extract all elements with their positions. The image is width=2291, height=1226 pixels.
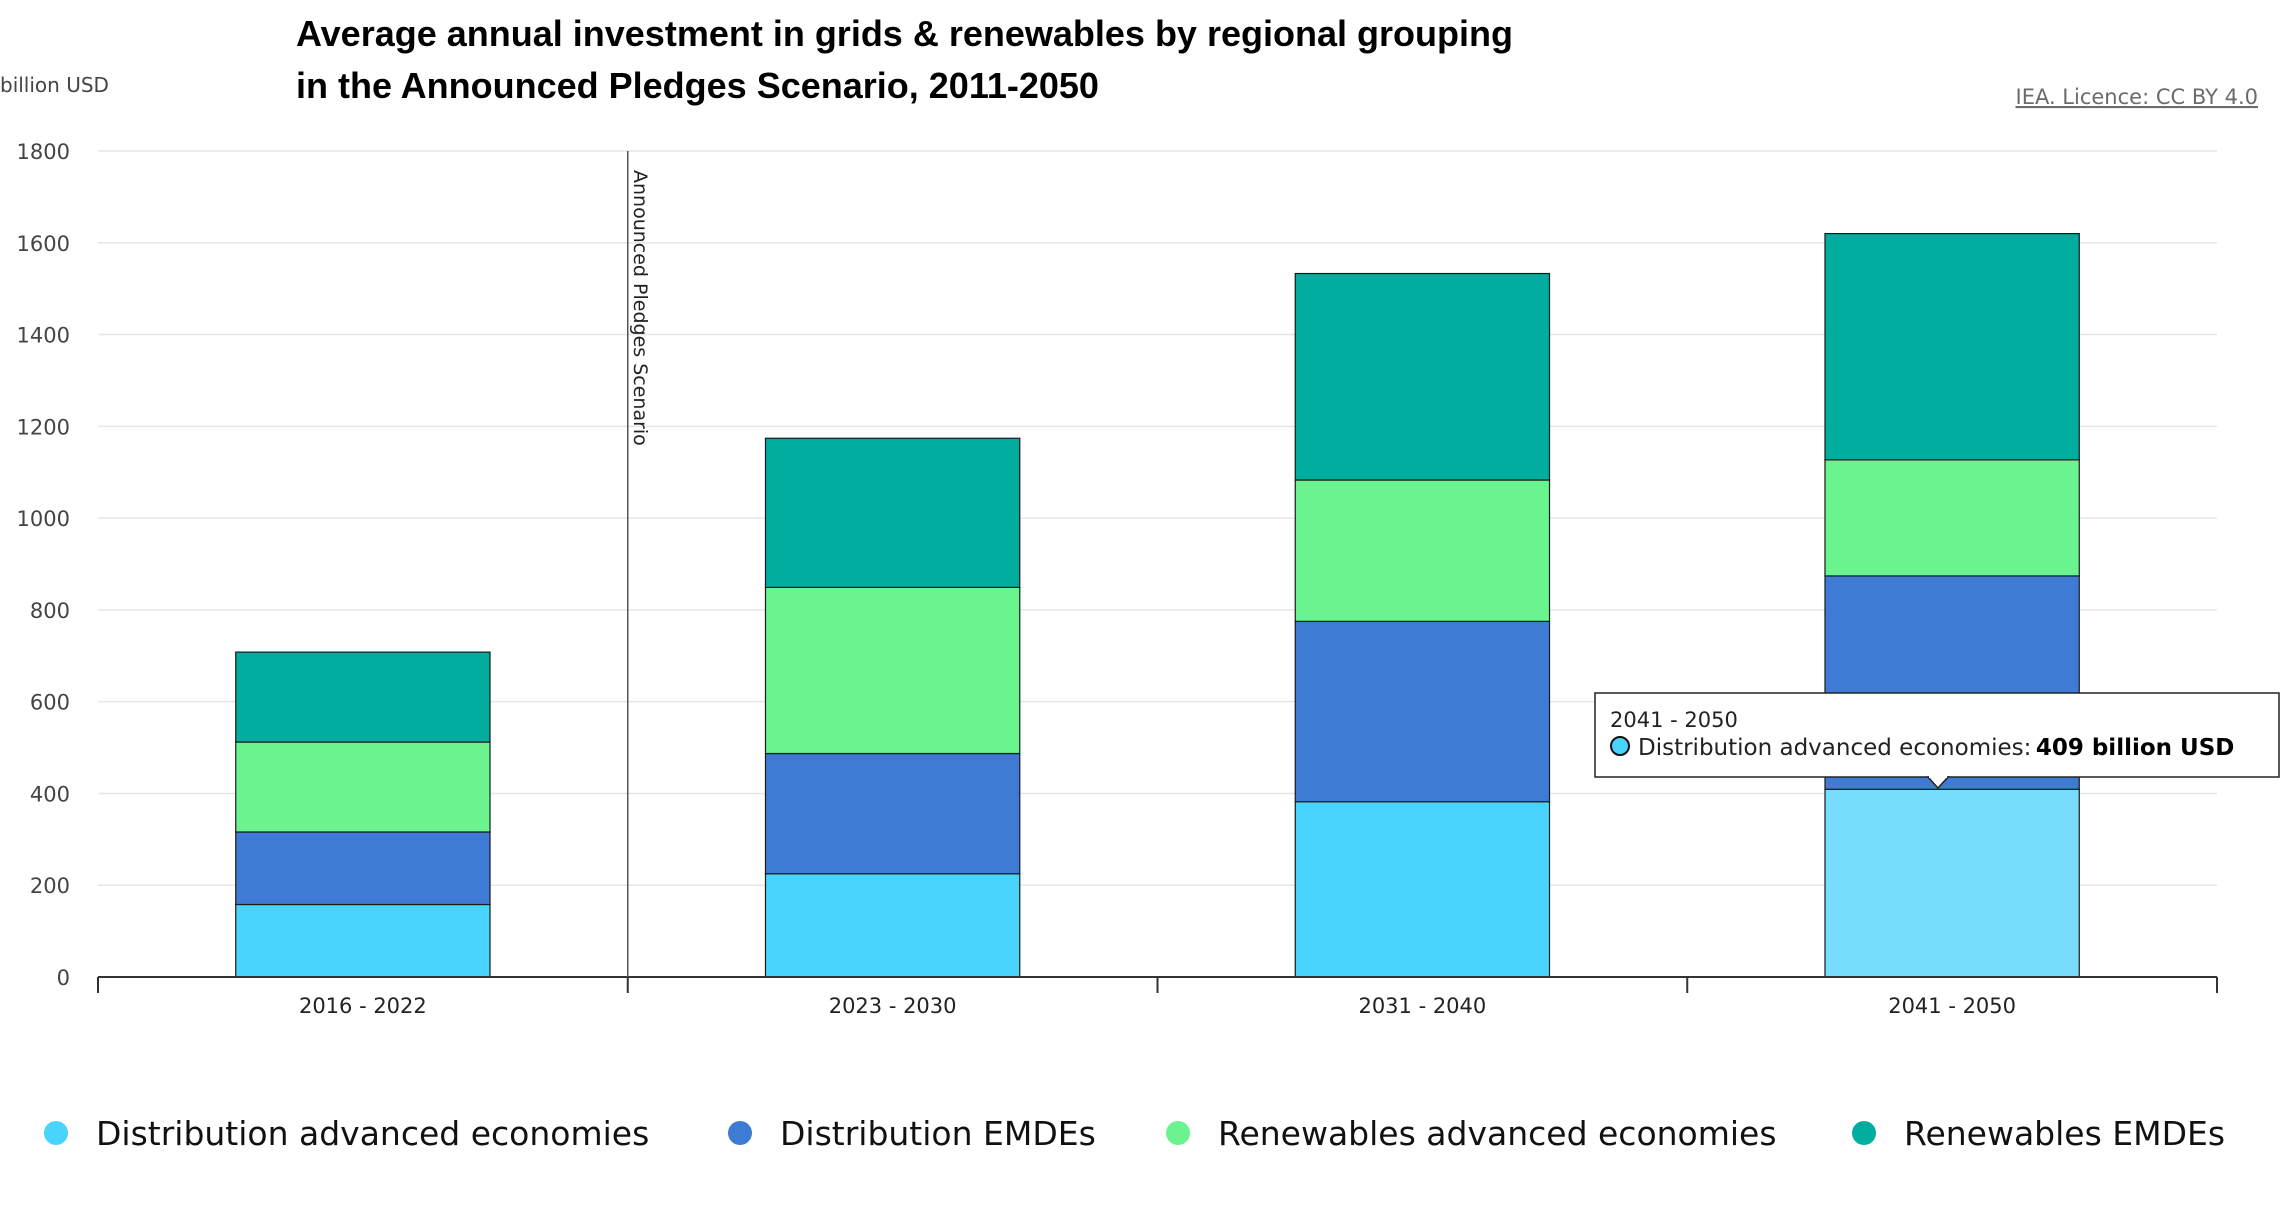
legend-marker — [728, 1121, 752, 1145]
legend: Distribution advanced economies Distribut… — [44, 1114, 2225, 1153]
chart-title-line1: Average annual investment in grids & ren… — [296, 13, 1513, 54]
chart-title-line2: in the Announced Pledges Scenario, 2011-… — [296, 65, 1099, 106]
x-tick-label: 2023 - 2030 — [829, 994, 957, 1018]
tooltip-value: 409 billion USD — [2036, 735, 2235, 761]
bar-segment[interactable] — [1294, 272, 1551, 481]
bars — [235, 233, 2080, 978]
bar-segment[interactable] — [1824, 788, 2080, 978]
x-tick-label: 2031 - 2040 — [1358, 994, 1486, 1018]
y-tick-label: 400 — [30, 782, 70, 806]
y-tick-label: 1000 — [17, 507, 70, 531]
bar-segment[interactable] — [235, 831, 491, 906]
y-axis-unit: billion USD — [0, 73, 109, 97]
bar-segment[interactable] — [764, 586, 1021, 755]
tooltip-separator: : — [2024, 735, 2032, 761]
tooltip: 2041 - 2050 Distribution advanced econom… — [1594, 692, 2280, 790]
legend-label[interactable]: Distribution advanced economies — [96, 1114, 649, 1153]
scenario-annotation-label: Announced Pledges Scenario — [629, 170, 651, 446]
legend-marker — [44, 1121, 68, 1145]
bar-segment[interactable] — [764, 752, 1021, 875]
tooltip-series-name: Distribution advanced economies — [1638, 735, 2024, 761]
y-tick-label: 600 — [30, 691, 70, 715]
legend-marker — [1852, 1121, 1876, 1145]
legend-label[interactable]: Renewables EMDEs — [1904, 1114, 2225, 1153]
y-axis-ticks: 0 200 400 600 800 1000 1200 1400 1600 1800 — [17, 140, 70, 990]
bar-segment[interactable] — [1824, 459, 2080, 577]
x-axis — [97, 976, 2218, 993]
bar-segment[interactable] — [1824, 233, 2080, 461]
tooltip-pointer-mask — [1929, 774, 1947, 778]
bar-segment[interactable] — [1294, 479, 1551, 622]
bar-segment[interactable] — [235, 903, 491, 978]
y-tick-label: 1200 — [17, 415, 70, 439]
y-tick-label: 1800 — [17, 140, 70, 164]
y-tick-label: 200 — [30, 874, 70, 898]
tooltip-series-marker — [1610, 736, 1630, 756]
bar-segment[interactable] — [764, 873, 1021, 978]
bar-segment[interactable] — [764, 437, 1021, 589]
x-tick-label: 2016 - 2022 — [299, 994, 427, 1018]
legend-label[interactable]: Distribution EMDEs — [780, 1114, 1096, 1153]
y-tick-label: 1400 — [17, 324, 70, 348]
bar-segment[interactable] — [1294, 620, 1551, 803]
bar-segment[interactable] — [235, 741, 491, 833]
y-tick-label: 800 — [30, 599, 70, 623]
licence-link[interactable]: IEA. Licence: CC BY 4.0 — [2016, 85, 2259, 109]
tooltip-title: 2041 - 2050 — [1610, 708, 1738, 732]
x-tick-label: 2041 - 2050 — [1888, 994, 2016, 1018]
bar-segment[interactable] — [1294, 801, 1551, 978]
y-tick-label: 1600 — [17, 232, 70, 256]
legend-marker — [1166, 1121, 1190, 1145]
y-tick-label: 0 — [57, 966, 70, 990]
x-axis-tick-labels: 2016 - 2022 2023 - 2030 2031 - 2040 2041 - … — [299, 994, 2016, 1018]
bar-segment[interactable] — [235, 651, 491, 743]
tooltip-line: Distribution advanced economies: 409 bil… — [1638, 735, 2234, 761]
legend-label[interactable]: Renewables advanced economies — [1218, 1114, 1777, 1153]
